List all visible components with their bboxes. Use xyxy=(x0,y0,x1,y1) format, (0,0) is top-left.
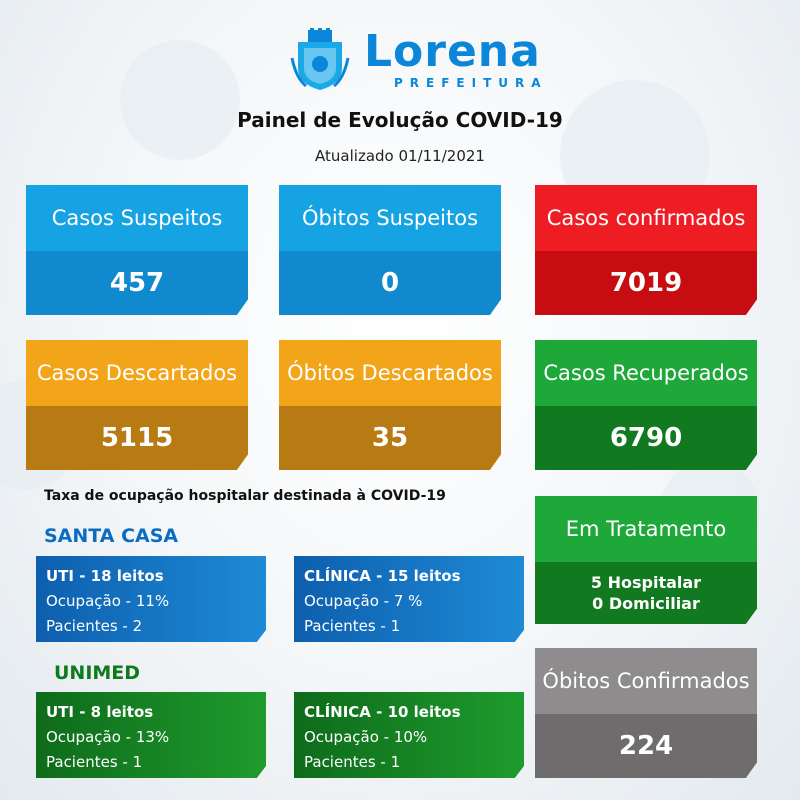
card-value: 0 xyxy=(279,251,501,315)
card-casos-recuperados: Casos Recuperados 6790 xyxy=(535,340,757,470)
card-label: Óbitos Suspeitos xyxy=(279,185,501,251)
card-obitos-suspeitos: Óbitos Suspeitos 0 xyxy=(279,185,501,315)
tratamento-hospitalar: 5 Hospitalar xyxy=(590,573,702,592)
panel-title: CLÍNICA - 10 leitos xyxy=(304,703,461,721)
panel-ocupacao: Ocupação - 13% xyxy=(46,728,170,746)
panel-title: CLÍNICA - 15 leitos xyxy=(304,567,461,585)
brand-name: Lorena xyxy=(364,26,541,77)
card-label: Casos confirmados xyxy=(535,185,757,251)
card-value: 457 xyxy=(26,251,248,315)
section-santa-casa: SANTA CASA xyxy=(44,525,179,547)
brand-subtitle: PREFEITURA xyxy=(394,76,548,90)
card-value: 7019 xyxy=(535,251,757,315)
santa-casa-uti-panel: UTI - 18 leitos Ocupação - 11% Pacientes… xyxy=(36,556,266,642)
unimed-uti-panel: UTI - 8 leitos Ocupação - 13% Pacientes … xyxy=(36,692,266,778)
panel-title: UTI - 8 leitos xyxy=(46,703,154,721)
prefeitura-logo: Lorena PREFEITURA xyxy=(290,26,541,98)
card-obitos-descartados: Óbitos Descartados 35 xyxy=(279,340,501,470)
panel-title: UTI - 18 leitos xyxy=(46,567,164,585)
unimed-clinica-panel: CLÍNICA - 10 leitos Ocupação - 10% Pacie… xyxy=(294,692,524,778)
panel-pacientes: Pacientes - 1 xyxy=(304,617,401,635)
card-casos-descartados: Casos Descartados 5115 xyxy=(26,340,248,470)
card-value: 224 xyxy=(535,714,757,778)
santa-casa-clinica-panel: CLÍNICA - 15 leitos Ocupação - 7 % Pacie… xyxy=(294,556,524,642)
card-label: Casos Descartados xyxy=(26,340,248,406)
occupancy-title: Taxa de ocupação hospitalar destinada à … xyxy=(44,488,446,504)
card-value: 35 xyxy=(279,406,501,470)
card-label: Óbitos Descartados xyxy=(279,340,501,406)
card-label: Em Tratamento xyxy=(535,496,757,562)
panel-ocupacao: Ocupação - 7 % xyxy=(304,592,423,610)
panel-pacientes: Pacientes - 2 xyxy=(46,617,143,635)
card-em-tratamento: Em Tratamento 5 Hospitalar 0 Domiciliar xyxy=(535,496,757,624)
updated-date: Atualizado 01/11/2021 xyxy=(315,147,485,165)
card-obitos-confirmados: Óbitos Confirmados 224 xyxy=(535,648,757,778)
background-virus-shape xyxy=(120,40,240,160)
panel-ocupacao: Ocupação - 11% xyxy=(46,592,170,610)
section-unimed: UNIMED xyxy=(54,662,141,684)
card-label: Casos Recuperados xyxy=(535,340,757,406)
tratamento-domiciliar: 0 Domiciliar xyxy=(592,594,700,613)
card-label: Casos Suspeitos xyxy=(26,185,248,251)
panel-ocupacao: Ocupação - 10% xyxy=(304,728,428,746)
card-casos-confirmados: Casos confirmados 7019 xyxy=(535,185,757,315)
card-label: Óbitos Confirmados xyxy=(535,648,757,714)
panel-pacientes: Pacientes - 1 xyxy=(46,753,143,771)
panel-pacientes: Pacientes - 1 xyxy=(304,753,401,771)
card-casos-suspeitos: Casos Suspeitos 457 xyxy=(26,185,248,315)
card-value: 5115 xyxy=(26,406,248,470)
page-title: Painel de Evolução COVID-19 xyxy=(237,108,563,132)
card-value: 6790 xyxy=(535,406,757,470)
city-crest-icon xyxy=(290,28,350,90)
card-value: 5 Hospitalar 0 Domiciliar xyxy=(535,562,757,624)
